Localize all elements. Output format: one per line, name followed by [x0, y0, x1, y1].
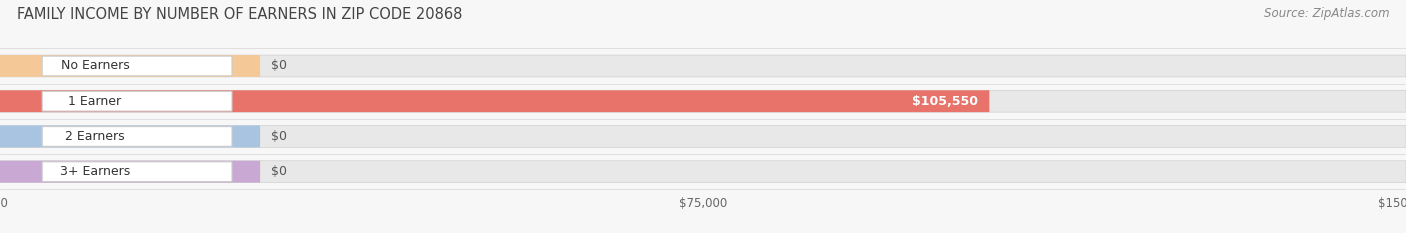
Text: 2 Earners: 2 Earners	[65, 130, 125, 143]
Text: $0: $0	[271, 59, 287, 72]
Text: 1 Earner: 1 Earner	[69, 95, 121, 108]
FancyBboxPatch shape	[0, 126, 260, 147]
FancyBboxPatch shape	[42, 56, 232, 76]
FancyBboxPatch shape	[0, 126, 1406, 147]
FancyBboxPatch shape	[0, 90, 1406, 112]
FancyBboxPatch shape	[0, 55, 1406, 77]
Text: $105,550: $105,550	[912, 95, 979, 108]
Text: FAMILY INCOME BY NUMBER OF EARNERS IN ZIP CODE 20868: FAMILY INCOME BY NUMBER OF EARNERS IN ZI…	[17, 7, 463, 22]
FancyBboxPatch shape	[0, 55, 260, 77]
FancyBboxPatch shape	[0, 161, 1406, 183]
FancyBboxPatch shape	[42, 91, 232, 111]
FancyBboxPatch shape	[0, 161, 260, 183]
Text: $0: $0	[271, 165, 287, 178]
FancyBboxPatch shape	[42, 162, 232, 182]
FancyBboxPatch shape	[0, 90, 990, 112]
Text: No Earners: No Earners	[60, 59, 129, 72]
Text: 3+ Earners: 3+ Earners	[60, 165, 129, 178]
FancyBboxPatch shape	[42, 127, 232, 146]
Text: Source: ZipAtlas.com: Source: ZipAtlas.com	[1264, 7, 1389, 20]
Text: $0: $0	[271, 130, 287, 143]
